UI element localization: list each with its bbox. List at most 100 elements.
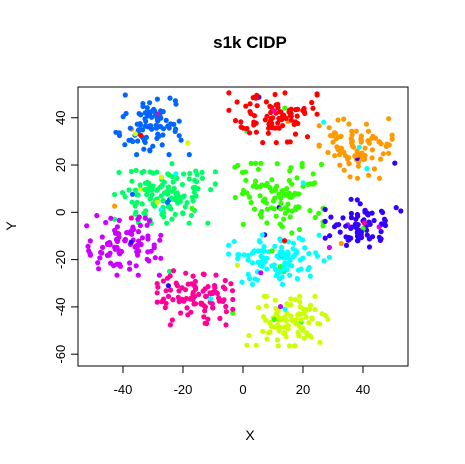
data-point <box>264 206 270 212</box>
data-point <box>139 201 145 207</box>
data-point <box>261 244 267 250</box>
data-point <box>183 270 189 276</box>
data-point <box>201 271 207 277</box>
data-point <box>186 176 192 182</box>
data-point <box>142 215 148 221</box>
data-point <box>112 203 118 209</box>
data-point <box>246 194 252 200</box>
data-point <box>167 95 173 101</box>
data-point <box>358 229 364 235</box>
data-point <box>258 270 264 276</box>
data-point <box>307 273 313 279</box>
data-point <box>160 278 166 284</box>
data-point <box>167 287 174 293</box>
data-point <box>244 190 250 196</box>
data-point <box>292 131 299 137</box>
data-point <box>185 281 191 287</box>
data-point <box>249 260 256 266</box>
data-point <box>138 241 144 248</box>
data-point <box>295 312 301 318</box>
data-point <box>199 169 205 175</box>
data-point <box>97 255 103 261</box>
y-tick-label: -60 <box>53 345 68 364</box>
data-point <box>282 306 288 312</box>
data-point <box>273 140 279 146</box>
data-point <box>232 164 238 170</box>
data-point <box>247 101 253 107</box>
data-point <box>253 178 259 184</box>
data-point <box>279 244 285 251</box>
data-point <box>338 240 344 247</box>
data-point <box>152 255 158 261</box>
data-point <box>301 335 307 341</box>
data-point <box>239 279 245 285</box>
data-point <box>264 266 270 272</box>
data-point <box>253 95 259 101</box>
data-point <box>253 342 259 348</box>
data-point <box>122 194 128 200</box>
data-point <box>291 121 297 127</box>
data-point <box>163 300 169 306</box>
data-point <box>195 186 201 192</box>
data-point <box>314 91 320 97</box>
data-point <box>300 255 306 261</box>
data-point <box>369 234 376 240</box>
data-point <box>257 193 263 199</box>
data-point <box>142 123 148 129</box>
data-point <box>320 223 326 229</box>
data-point <box>170 179 176 185</box>
data-point <box>378 229 384 235</box>
data-point <box>326 244 332 251</box>
data-point <box>154 281 160 287</box>
data-point <box>281 330 287 336</box>
data-point <box>303 314 309 320</box>
data-point <box>127 260 133 266</box>
data-point <box>169 317 175 323</box>
data-point <box>231 238 237 245</box>
data-point <box>169 161 175 167</box>
data-point <box>228 281 234 287</box>
data-point <box>103 219 109 226</box>
data-point <box>133 167 139 173</box>
data-point <box>287 214 293 220</box>
data-point <box>348 225 354 231</box>
data-point <box>196 291 202 297</box>
data-point <box>285 302 291 308</box>
data-point <box>269 263 275 269</box>
data-point <box>272 266 278 272</box>
data-point <box>132 131 138 137</box>
data-point <box>190 185 196 191</box>
data-point <box>116 169 122 175</box>
data-point <box>278 200 284 206</box>
data-point <box>99 250 105 256</box>
data-point <box>154 290 160 296</box>
data-point <box>255 166 261 172</box>
data-point <box>241 252 247 258</box>
data-point <box>392 160 398 166</box>
data-point <box>269 104 275 111</box>
data-point <box>312 306 318 313</box>
data-point <box>330 139 336 145</box>
data-point <box>169 195 175 201</box>
data-point <box>128 239 134 245</box>
data-point <box>294 276 300 282</box>
data-point <box>270 115 276 121</box>
data-point <box>172 98 178 104</box>
data-point <box>159 299 165 305</box>
data-point <box>234 99 240 105</box>
x-axis-label: X <box>245 427 255 443</box>
data-point <box>217 315 223 321</box>
data-point <box>133 209 139 215</box>
x-axis: -40 -20 0 20 40 <box>114 365 370 397</box>
data-point <box>115 238 121 244</box>
data-point <box>316 210 322 216</box>
data-point <box>269 205 275 211</box>
data-point <box>173 126 179 132</box>
data-point <box>274 337 281 343</box>
data-point <box>354 197 360 203</box>
data-point <box>140 101 146 107</box>
data-point <box>145 249 151 255</box>
data-point <box>314 111 320 117</box>
data-point <box>144 181 150 187</box>
data-point <box>185 140 191 146</box>
